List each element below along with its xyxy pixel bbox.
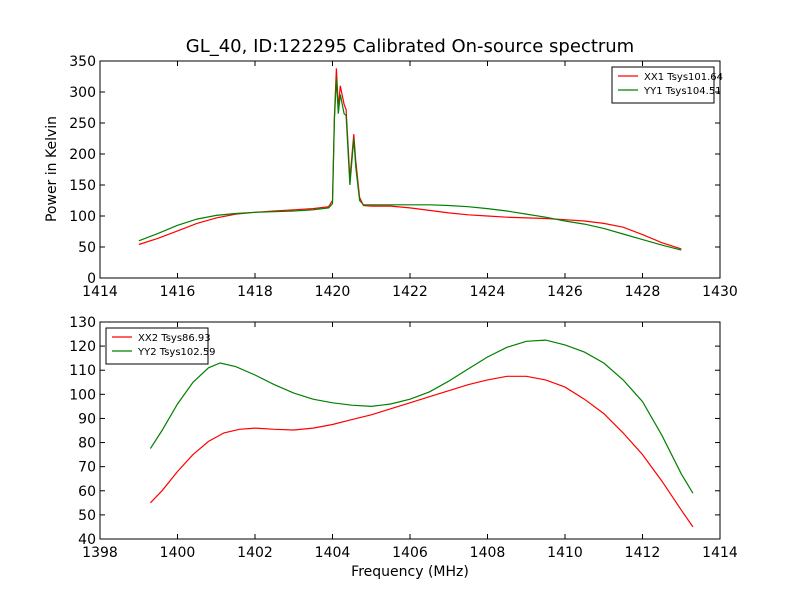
y-tick-label: 80 (78, 436, 96, 452)
x-tick-label: 1414 (82, 284, 118, 300)
x-axis-label: Frequency (MHz) (351, 564, 469, 580)
legend-box (611, 66, 715, 104)
y-tick-label: 250 (69, 116, 96, 132)
x-tick-label: 1418 (237, 284, 273, 300)
x-tick-label: 1408 (470, 545, 506, 561)
y-tick-label: 350 (69, 54, 96, 70)
legend-label: XX1 Tsys101.64 (644, 72, 723, 83)
y-tick-label: 150 (69, 178, 96, 194)
legend-label: XX2 Tsys86.93 (138, 333, 211, 344)
y-tick-label: 70 (78, 460, 96, 476)
x-tick-label: 1400 (160, 545, 196, 561)
legend-label: YY2 Tsys102.59 (137, 347, 216, 358)
x-tick-label: 1404 (315, 545, 351, 561)
x-tick-label: 1430 (702, 284, 738, 300)
x-tick-label: 1412 (625, 545, 661, 561)
y-tick-label: 60 (78, 484, 96, 500)
y-tick-label: 100 (69, 387, 96, 403)
y-tick-label: 40 (78, 532, 96, 548)
bottom-plot: 1398 1400 1402 1404 1406 1408 1410 1412 1414 40 50… (69, 315, 738, 561)
y-tick-label: 120 (69, 339, 96, 355)
legend: XX1 Tsys101.64 YY1 Tsys104.51 (611, 66, 723, 104)
y-tick-label: 100 (69, 209, 96, 225)
series-line-green (138, 78, 682, 251)
legend-box (105, 327, 209, 365)
y-tick-label: 50 (78, 240, 96, 256)
x-tick-label: 1426 (547, 284, 583, 300)
x-tick-label: 1422 (392, 284, 428, 300)
y-tick-label: 130 (69, 315, 96, 331)
chart-title: GL_40, ID:122295 Calibrated On-source sp… (186, 36, 634, 57)
y-tick-label: 90 (78, 411, 96, 427)
y-tick-label: 0 (87, 271, 96, 287)
y-tick-label: 110 (69, 363, 96, 379)
x-tick-label: 1398 (82, 545, 118, 561)
y-tick-label: 50 (78, 508, 96, 524)
legend-label: YY1 Tsys104.51 (643, 86, 722, 97)
series-line-red (149, 375, 694, 528)
legend: XX2 Tsys86.93 YY2 Tsys102.59 (105, 327, 216, 365)
x-tick-label: 1424 (470, 284, 506, 300)
x-tick-label: 1410 (547, 545, 583, 561)
y-axis-label: Power in Kelvin (44, 116, 60, 222)
x-tick-label: 1420 (315, 284, 351, 300)
y-tick-label: 300 (69, 85, 96, 101)
x-tick-label: 1414 (702, 545, 738, 561)
y-tick-label: 200 (69, 147, 96, 163)
top-plot: 1414 1416 1418 1420 1422 1424 1426 1428 1430 0 50 1… (69, 54, 738, 300)
series-line-green (149, 339, 694, 494)
x-tick-label: 1416 (160, 284, 196, 300)
x-tick-label: 1428 (625, 284, 661, 300)
x-tick-label: 1402 (237, 545, 273, 561)
x-tick-label: 1406 (392, 545, 428, 561)
